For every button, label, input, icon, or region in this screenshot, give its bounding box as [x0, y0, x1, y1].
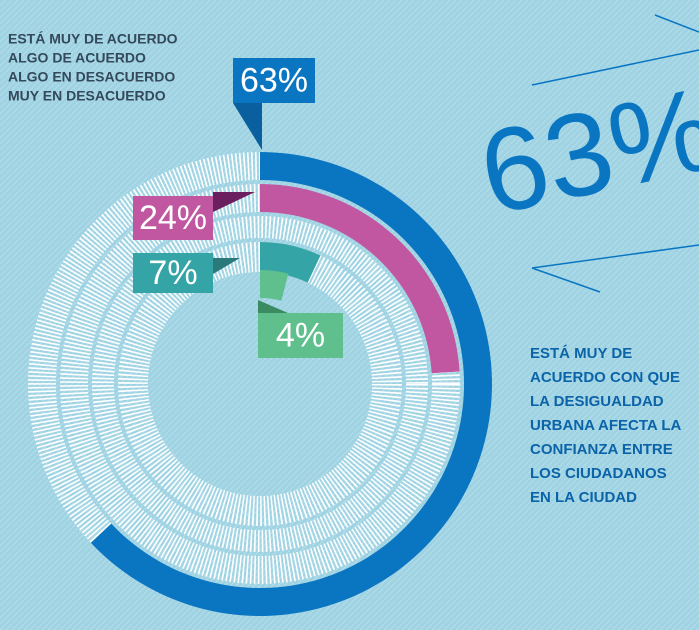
value-label: 7%	[148, 254, 197, 292]
radial-bar	[260, 270, 289, 301]
value-label: 63%	[240, 61, 308, 99]
value-label: 24%	[139, 199, 207, 237]
label-pointer	[213, 192, 255, 212]
label-box	[133, 253, 213, 293]
radial-bar	[260, 184, 460, 374]
label-pointer	[258, 300, 288, 313]
description-line: ESTÁ MUY DE	[530, 345, 632, 362]
label-box	[258, 313, 343, 358]
label-pointer	[233, 103, 262, 150]
description-line: CONFIANZA ENTRE	[530, 441, 673, 458]
description-line: LA DESIGUALDAD	[530, 393, 664, 410]
legend-entry: MUY EN DESACUERDO	[8, 88, 166, 104]
ring-track	[60, 184, 460, 584]
description-line: URBANA AFECTA LA	[530, 417, 682, 434]
label-box	[233, 58, 315, 103]
description-line: EN LA CIUDAD	[530, 489, 637, 506]
legend-entry: ESTÁ MUY DE ACUERDO	[8, 31, 178, 47]
legend-entry: ALGO EN DESACUERDO	[8, 69, 175, 85]
value-label: 4%	[276, 316, 325, 354]
ring-track	[118, 242, 402, 526]
label-box	[133, 196, 213, 240]
description-line: LOS CIUDADANOS	[530, 465, 667, 482]
chevron-lines	[531, 14, 699, 293]
label-pointer	[213, 258, 240, 274]
description-line: ACUERDO CON QUE	[530, 369, 680, 386]
ring-track	[92, 216, 428, 552]
radial-bar	[90, 152, 492, 616]
legend-entry: ALGO DE ACUERDO	[8, 50, 146, 66]
